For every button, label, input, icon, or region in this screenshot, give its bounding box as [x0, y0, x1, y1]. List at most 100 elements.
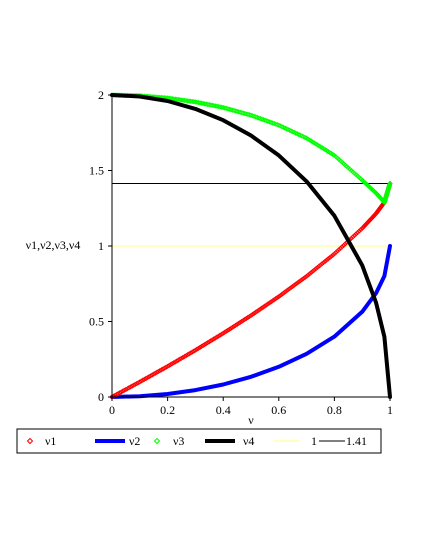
series-1-point	[280, 290, 287, 296]
series-1-point	[351, 232, 358, 239]
series-3-point	[178, 97, 185, 103]
series-1-point	[151, 371, 157, 377]
series-1-point	[191, 348, 197, 354]
series-3-point	[234, 108, 240, 115]
series-3-point	[214, 103, 220, 109]
x-tick-label: 0.8	[327, 403, 342, 417]
series-1-point	[225, 327, 231, 333]
series-1-point	[348, 235, 355, 241]
legend-1-label: 1	[311, 434, 317, 448]
series-1-point	[209, 337, 216, 343]
series-1-point	[237, 319, 243, 326]
series-1-point	[269, 298, 276, 304]
series-1-point	[161, 365, 168, 371]
series-1-point	[169, 361, 175, 367]
series-1-point	[228, 325, 234, 331]
series-1-point	[223, 328, 229, 334]
series-1-point	[290, 283, 296, 290]
x-tick-label: 0.2	[160, 403, 175, 417]
series-1-point	[248, 312, 254, 319]
series-1-point	[234, 321, 240, 328]
series-1-point	[121, 387, 127, 393]
series-1-point	[286, 286, 293, 292]
series-1-point	[236, 320, 242, 327]
series-3-point	[186, 98, 192, 104]
series-1-point	[320, 259, 327, 266]
series-1-point	[303, 273, 310, 279]
series-1-point	[212, 335, 219, 341]
series-1-point	[174, 358, 180, 364]
series-2-line	[110, 244, 392, 399]
series-1-point	[152, 370, 158, 376]
series-3-point	[225, 106, 231, 112]
series-1-point	[319, 261, 325, 267]
series-1-point	[282, 289, 288, 295]
series-1-point	[288, 284, 294, 291]
x-axis-label: ν	[248, 413, 254, 427]
series-1-point	[336, 246, 342, 253]
series-1-point	[168, 361, 174, 368]
series-1-point	[243, 315, 250, 322]
series-1-point	[217, 332, 223, 338]
series-1-point	[294, 280, 300, 286]
series-3-point	[202, 101, 208, 107]
series-1-point	[135, 380, 141, 386]
series-1-point	[313, 266, 319, 272]
series-1-point	[307, 271, 313, 277]
series-1-point	[229, 324, 236, 330]
series-1-point	[132, 381, 138, 388]
series-3-point	[236, 109, 242, 115]
series-1-point	[302, 274, 308, 280]
series-1-point	[163, 364, 169, 370]
series-1-point	[341, 242, 347, 248]
y-tick-label: 0	[98, 390, 104, 404]
series-4-line	[110, 93, 392, 399]
series-3-point	[183, 98, 189, 104]
series-1-point	[180, 354, 186, 361]
legend-2-label: ν2	[129, 434, 140, 448]
series-1-point	[215, 333, 222, 339]
series-3-point	[209, 102, 216, 108]
series-1-point	[317, 262, 324, 268]
series-1-point	[118, 389, 124, 395]
series-3-point	[243, 111, 250, 117]
series-3-point	[198, 100, 205, 106]
series-1-point	[356, 228, 362, 234]
series-1-point	[194, 346, 200, 352]
series-1-point	[226, 326, 233, 332]
series-1-point	[239, 318, 245, 325]
series-1-markers	[109, 180, 393, 400]
series-1-point	[157, 368, 163, 374]
series-1-point	[339, 244, 345, 250]
series-1-point	[219, 331, 225, 337]
series-3-point	[228, 107, 234, 113]
series-3-point	[200, 100, 206, 107]
series-1-point	[251, 310, 257, 316]
series-3-point	[197, 100, 203, 106]
series-1-point	[299, 276, 305, 283]
series-3-point	[237, 109, 243, 115]
series-3-point	[205, 101, 211, 108]
series-1-point	[354, 229, 361, 236]
series-3-point	[231, 107, 237, 114]
series-1-point	[113, 391, 120, 398]
legend-1.41-label: 1.41	[346, 434, 367, 448]
y-tick-label: 1	[98, 239, 104, 253]
series-1-point	[202, 341, 208, 348]
series-1-point	[177, 356, 183, 362]
series-1-point	[211, 336, 217, 342]
series-1-point	[334, 248, 341, 254]
series-1-point	[333, 249, 339, 256]
series-1-point	[311, 267, 317, 273]
series-1-point	[149, 372, 155, 378]
series-1-point	[130, 382, 137, 388]
series-3-point	[239, 110, 245, 116]
series-1-point	[293, 281, 299, 287]
series-1-point	[124, 385, 131, 392]
series-1-point	[263, 302, 270, 308]
series-1-point	[186, 351, 192, 357]
series-3-point	[220, 104, 226, 111]
series-1-point	[205, 340, 211, 346]
series-3-point	[189, 98, 195, 105]
series-1-point	[203, 340, 209, 347]
